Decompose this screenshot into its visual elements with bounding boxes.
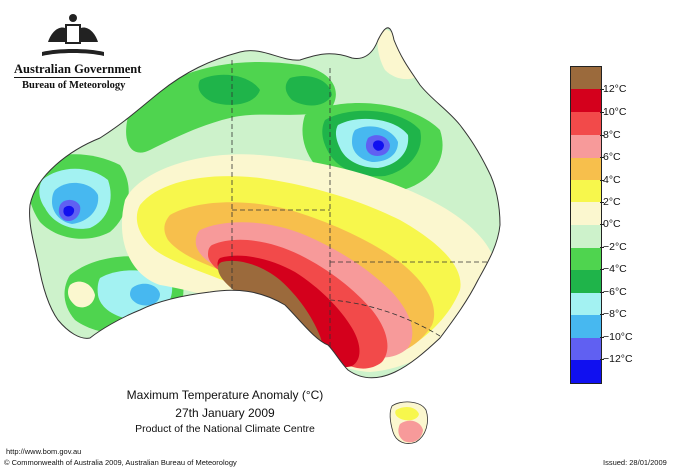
legend-swatch (571, 158, 601, 180)
legend-tick (600, 314, 604, 315)
legend-label: −6°C (603, 286, 627, 298)
legend-tick (600, 292, 604, 293)
coat-of-arms-logo (42, 14, 104, 56)
divider (14, 77, 130, 78)
legend-swatch (571, 248, 601, 270)
legend-swatch-bottom (571, 360, 601, 383)
legend-label: 12°C (603, 83, 627, 95)
legend-swatch (571, 135, 601, 158)
legend-label: −4°C (603, 263, 627, 275)
legend-swatch (571, 112, 601, 135)
legend-swatch (571, 202, 601, 225)
legend-label: 4°C (603, 174, 621, 186)
legend-tick (600, 202, 604, 203)
legend-tick (600, 224, 604, 225)
tasmania (389, 401, 428, 444)
legend-swatch (571, 180, 601, 202)
map-credit: Product of the National Climate Centre (135, 423, 315, 435)
legend-label: 8°C (603, 129, 621, 141)
state-borders (231, 60, 490, 348)
legend-label: 10°C (603, 106, 627, 118)
legend-label: −8°C (603, 308, 627, 320)
legend-label: −2°C (603, 241, 627, 253)
legend-swatch (571, 338, 601, 360)
legend-tick (600, 269, 604, 270)
legend-label: 2°C (603, 196, 621, 208)
copyright-text: © Commonwealth of Australia 2009, Austra… (4, 458, 237, 467)
legend-tick (600, 247, 604, 248)
legend-label: 6°C (603, 151, 621, 163)
map-title: Maximum Temperature Anomaly (°C) (126, 388, 324, 402)
legend-swatch (571, 89, 601, 112)
government-title: Australian Government (14, 62, 142, 76)
legend-tick (600, 135, 604, 136)
legend-tick (600, 112, 604, 113)
legend-label: −10°C (603, 331, 633, 343)
legend-swatch (571, 225, 601, 248)
map-date: 27th January 2009 (175, 406, 275, 420)
legend-swatch (571, 315, 601, 338)
coastline (29, 27, 501, 379)
color-legend (570, 66, 602, 384)
legend-tick (600, 337, 604, 338)
legend-tick (600, 157, 604, 158)
issued-date: Issued: 28/01/2009 (603, 458, 667, 467)
website-link[interactable]: http://www.bom.gov.au (6, 447, 82, 456)
bureau-title: Bureau of Meteorology (22, 80, 126, 91)
legend-tick (600, 180, 604, 181)
legend-swatch (571, 67, 601, 89)
legend-label: −12°C (603, 353, 633, 365)
legend-tick (600, 89, 604, 90)
legend-swatch (571, 270, 601, 293)
legend-label: 0°C (603, 218, 621, 230)
legend-tick (600, 359, 604, 360)
legend-swatch (571, 293, 601, 315)
